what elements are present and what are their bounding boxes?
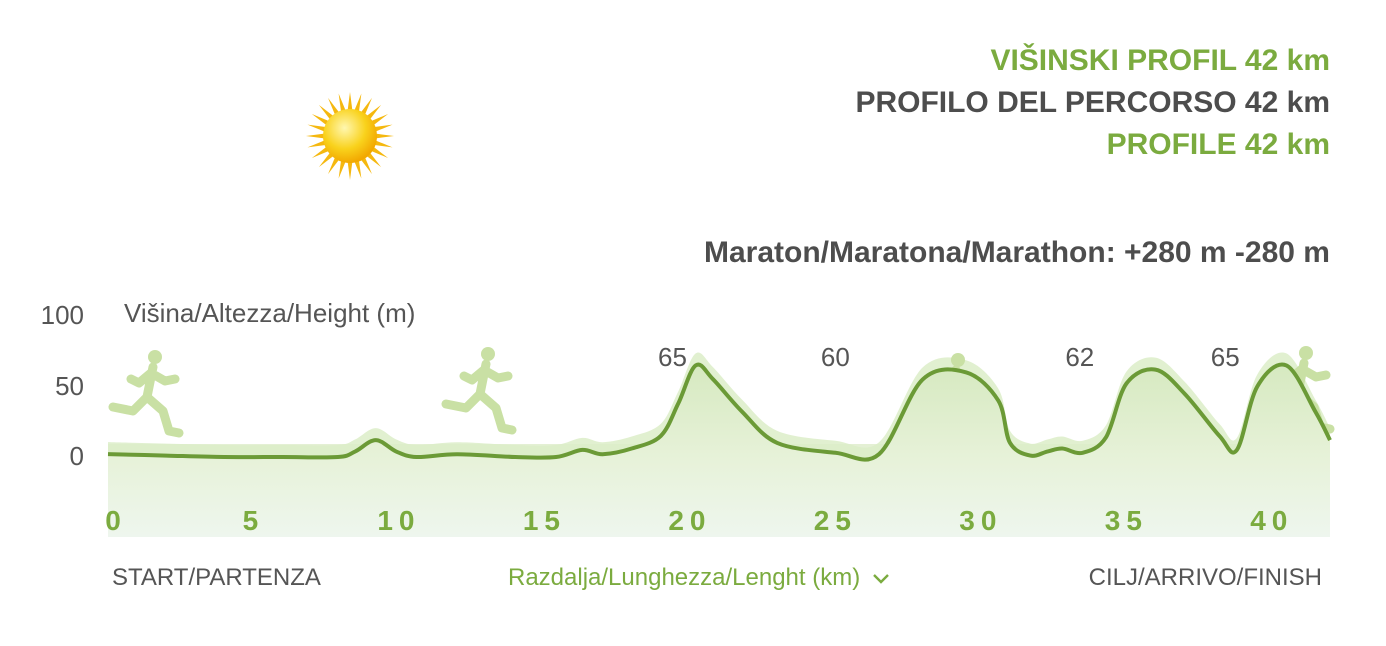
sun-ray	[306, 133, 325, 139]
y-axis-label: Višina/Altezza/Height (m)	[124, 298, 416, 328]
sun-ray	[374, 140, 393, 148]
runner-icon	[441, 347, 517, 435]
sun-ray	[338, 93, 346, 112]
sun-ray	[375, 133, 394, 139]
sun-ray	[354, 93, 362, 112]
sun-ray	[374, 124, 393, 132]
x-tick-label: 10	[377, 505, 420, 536]
distance-label: Razdalja/Lunghezza/Lenght (km)	[508, 564, 891, 592]
x-tick-label: 20	[668, 505, 711, 536]
peak-label: 62	[1065, 342, 1094, 372]
sun-ray	[311, 114, 329, 126]
sun-ray	[347, 92, 353, 111]
sun-ray	[328, 97, 340, 115]
sun-ray	[307, 124, 326, 132]
runner-icon	[108, 350, 184, 438]
profile-area	[108, 364, 1330, 537]
title-italian: PROFILO DEL PERCORSO 42 km	[855, 86, 1330, 119]
distance-label-text: Razdalja/Lunghezza/Lenght (km)	[508, 564, 861, 591]
peak-label: 65	[1211, 342, 1240, 372]
start-label: START/PARTENZA	[112, 564, 321, 591]
sun-ray	[360, 157, 372, 175]
sun-ray	[311, 146, 329, 158]
sun-ray	[347, 161, 353, 180]
sun-ray	[371, 114, 389, 126]
x-tick-label: 30	[959, 505, 1002, 536]
sun-ray	[371, 146, 389, 158]
chevron-down-icon	[873, 573, 889, 584]
y-tick-label: 100	[40, 300, 84, 330]
sun-ray	[366, 152, 382, 168]
sun-ray	[307, 140, 326, 148]
y-tick-label: 0	[69, 441, 84, 471]
sun-icon	[306, 92, 394, 180]
peak-label: 60	[821, 342, 850, 372]
title-english: PROFILE 42 km	[1106, 128, 1330, 161]
sun-ray	[328, 157, 340, 175]
peak-label: 65	[658, 342, 687, 372]
x-tick-label: 25	[814, 505, 857, 536]
x-tick-label: 0	[105, 505, 127, 536]
x-tick-label: 5	[243, 505, 265, 536]
y-tick-label: 50	[55, 370, 84, 401]
sun-ray	[318, 152, 334, 168]
sun-ray	[338, 160, 346, 179]
x-tick-label: 35	[1105, 505, 1148, 536]
sun-ray	[318, 104, 334, 120]
title-slovenian: VIŠINSKI PROFIL 42 km	[990, 44, 1330, 77]
x-tick-label: 15	[523, 505, 566, 536]
finish-label: CILJ/ARRIVO/FINISH	[1088, 564, 1322, 591]
elevation-summary: Maraton/Maratona/Marathon: +280 m -280 m	[703, 236, 1330, 269]
sun-ray	[366, 104, 382, 120]
sun-ray	[354, 160, 362, 179]
x-tick-label: 40	[1250, 505, 1293, 536]
sun-ray	[360, 97, 372, 115]
profile-line	[107, 362, 1332, 462]
